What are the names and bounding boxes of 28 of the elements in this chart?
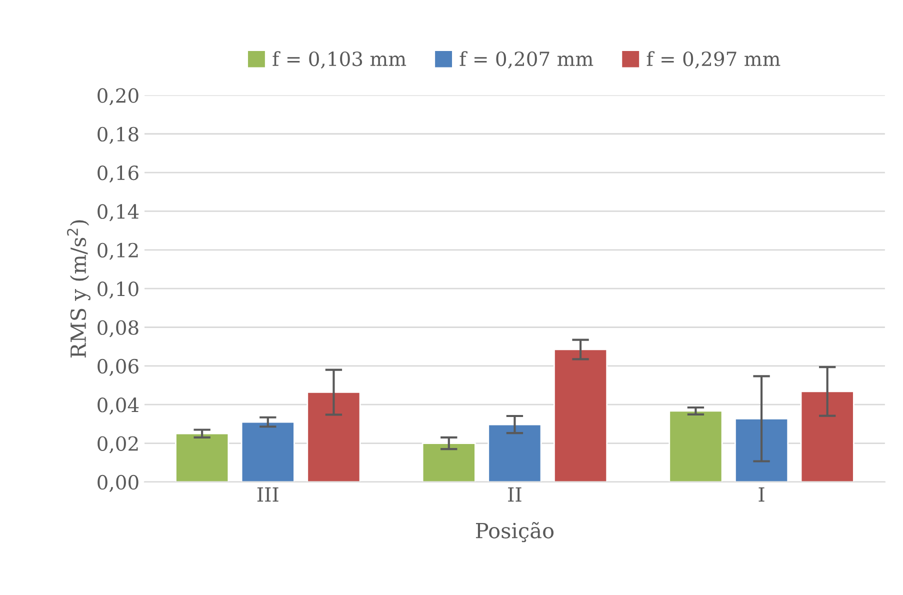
y-tick-label: 0,06 [98, 358, 138, 376]
bar [554, 348, 608, 482]
y-tick-label: 0,04 [98, 398, 139, 415]
x-tick-label: I [758, 487, 764, 502]
legend-label: f = 0,207 mm [460, 51, 594, 69]
x-axis-title: Posição [476, 522, 554, 542]
y-axis-title: RMS y (m/s$^{2}$) [67, 220, 90, 358]
bar [668, 410, 723, 482]
bar [734, 418, 789, 482]
y-tick-label: 0,00 [98, 474, 138, 492]
y-tick-label: 0,20 [98, 88, 138, 106]
bar [422, 442, 476, 482]
bar [488, 424, 542, 482]
bar [306, 392, 361, 482]
x-tick-label: II [508, 487, 522, 502]
y-tick-label: 0,10 [98, 282, 138, 299]
y-tick-label: 0,16 [98, 166, 138, 183]
y-tick-label: 0,18 [98, 126, 138, 144]
legend-label: f = 0,297 mm [646, 51, 780, 69]
bar [800, 390, 854, 482]
x-tick-label: III [257, 487, 278, 502]
y-tick-label: 0,08 [98, 320, 138, 338]
legend-label: f = 0,103 mm [272, 51, 406, 69]
y-tick-label: 0,02 [98, 436, 138, 454]
y-tick-label: 0,12 [98, 242, 138, 260]
bar [175, 432, 230, 482]
bar [240, 421, 295, 482]
y-tick-label: 0,14 [98, 204, 139, 222]
